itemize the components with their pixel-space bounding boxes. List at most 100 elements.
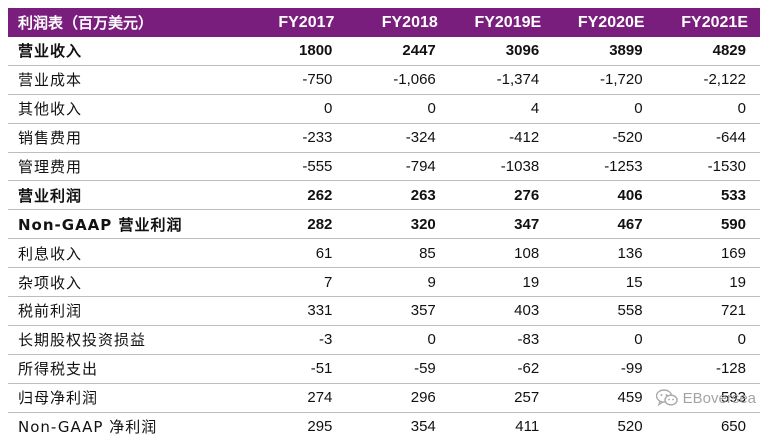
table-row: 利息收入 61 85 108 136 169: [8, 238, 760, 269]
table-cell: -128: [656, 354, 760, 384]
table-cell: 0: [346, 94, 450, 124]
table-cell: -59: [346, 354, 450, 384]
table-cell: 15: [553, 267, 657, 298]
table-body: 营业收入 1800 2447 3096 3899 4829 营业成本 -750 -1,066 -1…: [8, 37, 760, 440]
table-cell: 331: [243, 296, 347, 326]
table-cell: 403: [449, 296, 554, 326]
table-cell: 282: [243, 209, 347, 240]
table-cell: 108: [449, 238, 554, 269]
table-cell: 276: [449, 180, 554, 211]
table-cell: 169: [656, 238, 760, 269]
table-cell: -51: [243, 354, 347, 384]
table-cell: -83: [449, 325, 554, 355]
table-row: 归母净利润 274 296 257 459 593: [8, 383, 760, 413]
table-row: 杂项收入 7 9 19 15 19: [8, 267, 760, 298]
table-row: 管理费用 -555 -794 -1038 -1253 -1530: [8, 152, 760, 182]
row-label: Non-GAAP 营业利润: [8, 209, 243, 240]
table-cell: 136: [553, 238, 657, 269]
table-cell: 296: [346, 383, 450, 413]
table-cell: 558: [553, 296, 657, 326]
table-cell: 0: [243, 94, 347, 124]
table-cell: -555: [243, 152, 347, 182]
row-label: 税前利润: [8, 296, 243, 326]
table-row: 销售费用 -233 -324 -412 -520 -644: [8, 123, 760, 153]
row-label: 营业利润: [8, 180, 243, 211]
table-row: Non-GAAP 营业利润 282 320 347 467 590: [8, 209, 760, 240]
table-cell: 0: [656, 94, 760, 124]
table-cell: -1,066: [346, 65, 450, 95]
table-header-row: 利润表（百万美元） FY2017 FY2018 FY2019E FY2020E …: [8, 8, 760, 37]
row-label: 销售费用: [8, 123, 243, 153]
table-cell: 85: [346, 238, 450, 269]
table-title: 利润表（百万美元）: [8, 8, 243, 37]
table-cell: -1530: [656, 152, 760, 182]
table-cell: 533: [656, 180, 760, 211]
row-label: 其他收入: [8, 94, 243, 124]
table-row: 营业利润 262 263 276 406 533: [8, 180, 760, 211]
column-header-fy2017: FY2017: [243, 8, 347, 37]
table-cell: 347: [449, 209, 554, 240]
table-cell: 4829: [656, 37, 760, 66]
table-cell: 7: [243, 267, 347, 298]
column-header-fy2020e: FY2020E: [553, 8, 657, 37]
table-cell: -1038: [449, 152, 554, 182]
table-cell: 19: [656, 267, 760, 298]
table-cell: 9: [346, 267, 450, 298]
table-cell: 411: [515, 418, 540, 436]
column-header-fy2018: FY2018: [346, 8, 450, 37]
table-cell: 61: [243, 238, 347, 269]
table-cell: 295: [307, 418, 333, 436]
table-cell: -644: [656, 123, 760, 153]
table-cell: 274: [243, 383, 347, 413]
table-row: 长期股权投资损益 -3 0 -83 0 0: [8, 325, 760, 355]
row-label: 营业成本: [8, 65, 243, 95]
table-row: 营业成本 -750 -1,066 -1,374 -1,720 -2,122: [8, 65, 760, 95]
table-cell: -520: [553, 123, 657, 153]
table-cell: -1,374: [449, 65, 554, 95]
table-cell: 1800: [243, 37, 347, 66]
table-cell: 320: [346, 209, 450, 240]
income-statement-table: 利润表（百万美元） FY2017 FY2018 FY2019E FY2020E …: [8, 8, 760, 440]
table-cell: 4: [449, 94, 554, 124]
row-label: 杂项收入: [8, 267, 243, 298]
table-cell: 354: [410, 418, 436, 436]
table-cell: -794: [346, 152, 450, 182]
column-header-fy2021e: FY2021E: [656, 8, 760, 37]
table-row: 其他收入 0 0 4 0 0: [8, 94, 760, 124]
table-cell: -62: [449, 354, 554, 384]
table-cell: 520: [617, 418, 643, 436]
table-row: Non-GAAP 净利润 295 354 411 520 650: [8, 412, 760, 440]
row-label: 利息收入: [8, 238, 243, 269]
table-cell: 262: [243, 180, 347, 211]
column-header-fy2019e: FY2019E: [449, 8, 554, 37]
table-cell: -1253: [553, 152, 657, 182]
row-label: 管理费用: [8, 152, 243, 182]
table-row: 税前利润 331 357 403 558 721: [8, 296, 760, 326]
table-cell: 257: [449, 383, 554, 413]
table-cell: 0: [553, 94, 657, 124]
row-label: Non-GAAP 净利润: [18, 418, 158, 437]
table-cell: 0: [553, 325, 657, 355]
table-cell: 590: [656, 209, 760, 240]
table-cell: 19: [449, 267, 554, 298]
table-cell: 263: [346, 180, 450, 211]
table-cell: -324: [346, 123, 450, 153]
table-cell: 3096: [449, 37, 554, 66]
table-cell: 3899: [553, 37, 657, 66]
table-cell: 2447: [346, 37, 450, 66]
table-row: 所得税支出 -51 -59 -62 -99 -128: [8, 354, 760, 384]
table-cell: -750: [243, 65, 347, 95]
table-cell: 459: [553, 383, 657, 413]
row-label: 营业收入: [8, 37, 243, 66]
table-cell: 593: [656, 383, 760, 413]
table-cell: -99: [553, 354, 657, 384]
table-cell: -3: [243, 325, 347, 355]
table-cell: 357: [346, 296, 450, 326]
table-cell: 721: [656, 296, 760, 326]
table-cell: -233: [243, 123, 347, 153]
row-label: 所得税支出: [8, 354, 243, 384]
row-label: 归母净利润: [8, 383, 243, 413]
table-cell: -2,122: [656, 65, 760, 95]
table-cell: 406: [553, 180, 657, 211]
row-label: 长期股权投资损益: [8, 325, 243, 355]
